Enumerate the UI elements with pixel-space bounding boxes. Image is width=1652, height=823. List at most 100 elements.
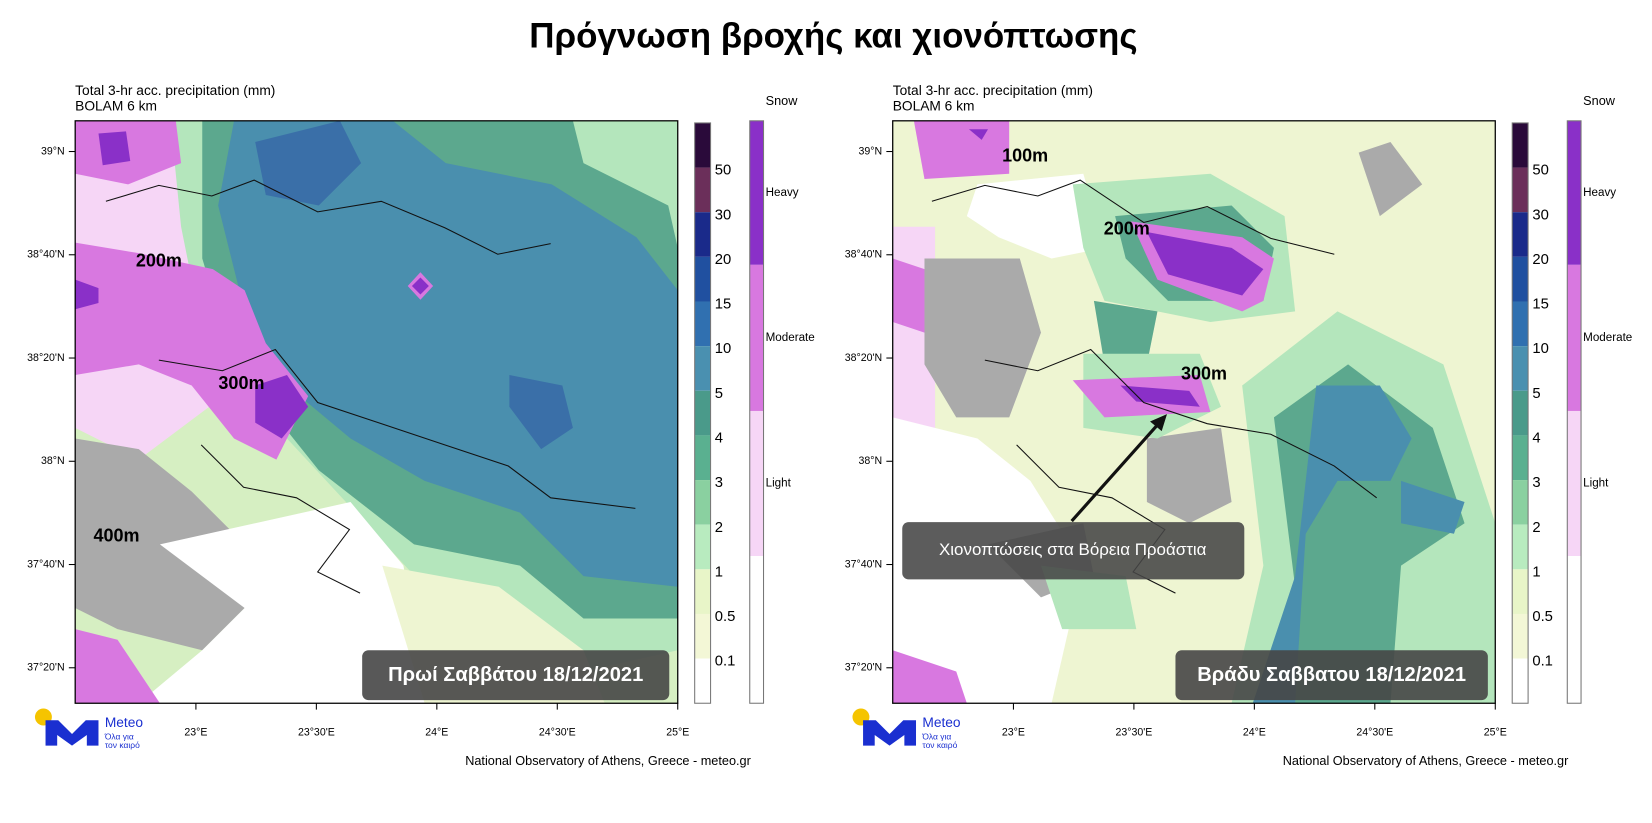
lat-label: 38°N <box>858 455 882 467</box>
snow-label: Heavy <box>1583 186 1616 199</box>
colorbar-label: 5 <box>1532 386 1540 402</box>
colorbar-label: 2 <box>715 520 723 536</box>
map-frame <box>74 120 679 704</box>
logo-tagline: Όλα για <box>104 731 134 741</box>
precip-area <box>75 438 245 651</box>
colorbar-cell <box>694 658 711 704</box>
elevation-label: 100m <box>1002 146 1048 166</box>
colorbar-label: 50 <box>715 163 731 179</box>
lon-label: 25°E <box>666 727 689 739</box>
logo-tagline: τον καιρό <box>922 740 957 750</box>
colorbar-label: 15 <box>715 297 731 313</box>
colorbar-cell <box>1512 212 1529 257</box>
annotation-box <box>902 522 1245 580</box>
colorbar-label: 5 <box>715 386 723 402</box>
precip-area <box>968 129 989 140</box>
lat-label: 38°20'N <box>27 352 64 364</box>
colorbar-frame <box>694 122 712 704</box>
colorbar-label: 3 <box>1532 475 1540 491</box>
precip-area <box>255 120 362 206</box>
precip-area <box>255 374 309 439</box>
colorbar-cell <box>1512 301 1529 347</box>
lon-label: 24°E <box>425 727 448 739</box>
logo-mark <box>863 720 917 746</box>
colorbar-label: 15 <box>1532 297 1548 313</box>
logo-tagline: τον καιρό <box>105 740 140 750</box>
colorbar-label: 0.5 <box>715 609 736 625</box>
lon-label: 23°E <box>184 727 207 739</box>
lon-label: 24°30'E <box>539 727 576 739</box>
colorbar-cell <box>1512 346 1529 391</box>
colorbar-label: 20 <box>715 252 731 268</box>
precip-area <box>1358 141 1423 217</box>
precip-area <box>1146 427 1232 524</box>
colorbar-cell <box>1512 658 1529 704</box>
lat-label: 37°40'N <box>27 558 64 570</box>
page-title: Πρόγνωση βροχής και χιονόπτωσης <box>529 16 1137 55</box>
colorbar-label: 30 <box>715 207 731 223</box>
lat-label: 39°N <box>858 145 882 157</box>
panel-header: Total 3-hr acc. precipitation (mm) <box>75 83 275 98</box>
precip-area <box>218 120 678 587</box>
colorbar-cell <box>1512 435 1529 481</box>
precip-area <box>1040 565 1137 630</box>
elevation-label: 200m <box>136 250 182 270</box>
elevation-label: 300m <box>1181 364 1227 384</box>
panel-header: Total 3-hr acc. precipitation (mm) <box>893 83 1093 98</box>
elevation-label: 300m <box>218 373 264 393</box>
date-box <box>1175 650 1488 701</box>
colorbar-cell <box>694 569 711 614</box>
snow-cell <box>1567 120 1582 265</box>
logo-mark <box>45 720 99 746</box>
colorbar-cell <box>694 346 711 391</box>
precip-area <box>98 131 131 166</box>
date-label: Βράδυ Σαββατου 18/12/2021 <box>1197 664 1466 686</box>
precip-area <box>1093 300 1158 365</box>
colorbar-cell <box>694 390 711 436</box>
snow-label: Light <box>1583 477 1609 490</box>
colorbar-cell <box>1512 122 1529 168</box>
precip-area <box>892 258 925 333</box>
lat-label: 38°40'N <box>27 249 64 261</box>
coastline <box>158 348 636 509</box>
date-box <box>362 650 670 701</box>
snow-label: Light <box>766 477 792 490</box>
colorbar-label: 1 <box>715 564 723 580</box>
colorbar-label: 2 <box>1532 520 1540 536</box>
precip-area <box>1401 480 1465 534</box>
snow-title: Snow <box>766 94 799 108</box>
precip-area <box>913 120 1010 180</box>
map-panel: Total 3-hr acc. precipitation (mm)BOLAM … <box>845 83 1633 768</box>
credit: National Observatory of Athens, Greece -… <box>1283 754 1569 768</box>
colorbar-cell <box>694 480 711 525</box>
colorbar-cell <box>1512 480 1529 525</box>
arrow-head <box>1150 414 1167 432</box>
snow-cell <box>749 556 764 704</box>
coastline <box>931 179 1335 255</box>
lon-label: 24°E <box>1243 727 1266 739</box>
colorbar-label: 4 <box>715 431 723 447</box>
lon-label: 23°E <box>1002 727 1025 739</box>
colorbar-cell <box>694 435 711 481</box>
snow-cell <box>1567 410 1582 557</box>
elevation-label: 200m <box>1104 219 1150 239</box>
colorbar-label: 0.1 <box>715 654 736 670</box>
snow-cell <box>749 264 764 411</box>
colorbar-label: 0.5 <box>1532 609 1553 625</box>
lat-label: 37°20'N <box>27 662 64 674</box>
panel-header: BOLAM 6 km <box>893 99 975 114</box>
panel-header: BOLAM 6 km <box>75 99 157 114</box>
annotation-arrow <box>1070 422 1160 523</box>
lat-label: 38°N <box>41 455 65 467</box>
colorbar-label: 50 <box>1532 163 1548 179</box>
snow-label: Moderate <box>1583 331 1632 344</box>
colorbar-label: 20 <box>1532 252 1548 268</box>
colorbar-frame <box>1511 122 1529 704</box>
colorbar-cell <box>1512 613 1529 659</box>
snow-cell <box>1567 556 1582 704</box>
precip-area <box>75 279 99 310</box>
precip-area <box>411 277 429 295</box>
precip-area <box>1252 385 1412 704</box>
lat-label: 39°N <box>41 145 65 157</box>
lat-label: 37°20'N <box>845 662 882 674</box>
